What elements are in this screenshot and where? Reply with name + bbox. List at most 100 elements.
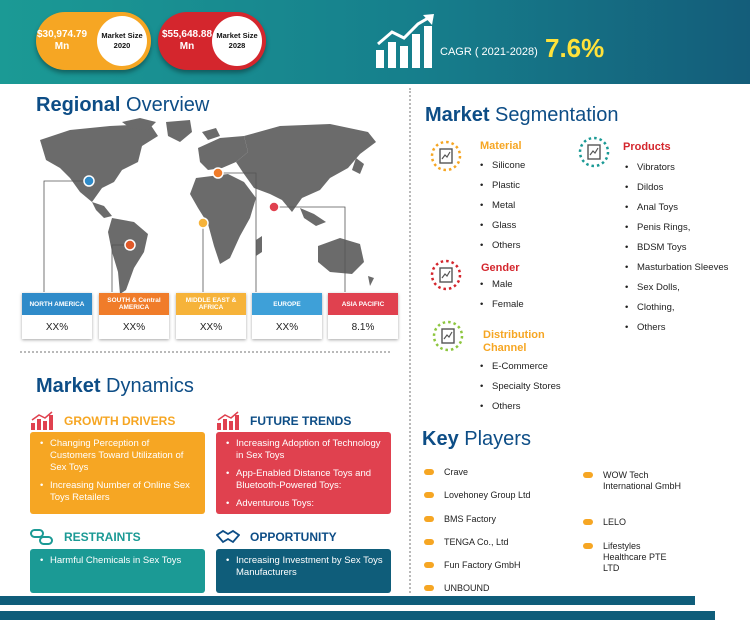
key-player: TENGA Co., Ltd: [424, 537, 509, 548]
restraints-box: Harmful Chemicals in Sex Toys: [30, 549, 205, 593]
section-divider: [20, 351, 390, 353]
cagr-value: 7.6%: [545, 33, 605, 63]
key-player: WOW Tech International GmbH: [583, 470, 683, 492]
key-player: Crave: [424, 467, 468, 478]
handshake-icon: [216, 529, 240, 544]
growth-drivers-heading: GROWTH DRIVERS: [30, 411, 175, 431]
material-icon: [430, 140, 462, 172]
region-value: XX%: [275, 321, 299, 333]
future-trend-item: Increasing Adoption of Technology in Sex…: [226, 438, 383, 462]
bullet-icon: [424, 469, 434, 475]
gender-icon: [430, 259, 462, 291]
material-list: Silicone Plastic Metal Glass Others: [480, 156, 525, 256]
opportunity-heading: OPPORTUNITY: [216, 527, 337, 547]
key-player: UNBOUND: [424, 583, 490, 594]
region-value: 8.1%: [351, 321, 375, 333]
growth-drivers-box: Changing Perception of Customers Toward …: [30, 432, 205, 514]
future-trend-item: App-Enabled Distance Toys and Bluetooth-…: [226, 468, 383, 492]
future-trend-item: Adventurous Toys:: [226, 498, 383, 510]
product-item: Masturbation Sleeves: [625, 258, 728, 278]
market-size-2020-value: $30,974.79 Mn: [36, 29, 88, 52]
distribution-item: Others: [480, 397, 561, 417]
distribution-channel-heading: Distribution Channel: [483, 329, 545, 354]
market-dynamics-title: Market Dynamics: [36, 375, 194, 397]
material-item: Plastic: [480, 176, 525, 196]
region-name: NORTH AMERICA: [22, 293, 92, 315]
restraints-heading: RESTRAINTS: [30, 527, 141, 547]
bullet-icon: [424, 585, 434, 591]
region-name: ASIA PACIFIC: [328, 293, 398, 315]
restraint-item: Harmful Chemicals in Sex Toys: [40, 555, 197, 567]
distribution-item: E-Commerce: [480, 357, 561, 377]
gender-list: Male Female: [480, 275, 524, 315]
market-size-2028-label: Market Size 2028: [212, 16, 262, 66]
product-item: Penis Rings,: [625, 218, 728, 238]
material-item: Others: [480, 236, 525, 256]
region-middle-east-africa: MIDDLE EAST & AFRICA XX%: [176, 293, 246, 339]
cagr-label: CAGR ( 2021-2028): [440, 46, 538, 58]
market-size-2020-pill: $30,974.79 Mn Market Size 2020: [36, 12, 151, 70]
growth-driver-item: Increasing Number of Online Sex Toys Ret…: [40, 480, 197, 504]
region-value: XX%: [199, 321, 223, 333]
region-name: MIDDLE EAST & AFRICA: [176, 293, 246, 315]
product-item: Others: [625, 318, 728, 338]
product-item: Sex Dolls,: [625, 278, 728, 298]
product-item: BDSM Toys: [625, 238, 728, 258]
product-item: Clothing,: [625, 298, 728, 318]
region-north-america: NORTH AMERICA XX%: [22, 293, 92, 339]
key-player: LELO: [583, 517, 626, 528]
world-map: [40, 118, 376, 294]
chain-link-icon: [30, 529, 53, 545]
product-item: Anal Toys: [625, 198, 728, 218]
products-heading: Products: [623, 141, 671, 153]
region-name: SOUTH & Central AMERICA: [99, 293, 169, 315]
material-item: Silicone: [480, 156, 525, 176]
top-banner: $30,974.79 Mn Market Size 2020 $55,648.8…: [0, 0, 750, 84]
trend-chart-icon: [217, 411, 239, 430]
key-player: Lifestyles Healthcare PTE LTD: [583, 541, 683, 574]
product-item: Dildos: [625, 178, 728, 198]
region-value: XX%: [122, 321, 146, 333]
material-item: Metal: [480, 196, 525, 216]
region-name: EUROPE: [252, 293, 322, 315]
bullet-icon: [424, 516, 434, 522]
opportunity-box: Increasing Investment by Sex Toys Manufa…: [216, 549, 391, 593]
bullet-icon: [424, 492, 434, 498]
future-trends-heading: FUTURE TRENDS: [216, 411, 351, 431]
market-size-2028-pill: $55,648.88 Mn Market Size 2028: [158, 12, 266, 70]
products-icon: [578, 136, 610, 168]
footer-bar: [0, 596, 695, 605]
region-south-central-america: SOUTH & Central AMERICA XX%: [99, 293, 169, 339]
distribution-channel-icon: [432, 320, 464, 352]
bullet-icon: [583, 472, 593, 478]
key-player: BMS Factory: [424, 514, 496, 525]
gender-item: Female: [480, 295, 524, 315]
market-size-2020-label: Market Size 2020: [97, 16, 147, 66]
products-list: Vibrators Dildos Anal Toys Penis Rings, …: [625, 158, 728, 338]
gender-item: Male: [480, 275, 524, 295]
future-trends-box: Increasing Adoption of Technology in Sex…: [216, 432, 391, 514]
gender-heading: Gender: [481, 262, 520, 274]
column-divider: [409, 88, 411, 593]
growth-chart-icon: [376, 14, 434, 68]
bullet-icon: [424, 562, 434, 568]
product-item: Vibrators: [625, 158, 728, 178]
key-player: Fun Factory GmbH: [424, 560, 521, 571]
bullet-icon: [583, 519, 593, 525]
distribution-list: E-Commerce Specialty Stores Others: [480, 357, 561, 417]
growth-driver-item: Changing Perception of Customers Toward …: [40, 438, 197, 474]
material-item: Glass: [480, 216, 525, 236]
market-size-2028-value: $55,648.88 Mn: [161, 29, 213, 52]
material-heading: Material: [480, 140, 522, 152]
regional-overview-title: Regional Overview: [36, 94, 210, 116]
key-player: Lovehoney Group Ltd: [424, 490, 531, 501]
key-players-title: Key Players: [422, 428, 531, 450]
opportunity-item: Increasing Investment by Sex Toys Manufa…: [226, 555, 383, 579]
bullet-icon: [424, 539, 434, 545]
region-asia-pacific: ASIA PACIFIC 8.1%: [328, 293, 398, 339]
distribution-item: Specialty Stores: [480, 377, 561, 397]
bar-chart-icon: [31, 411, 53, 430]
region-value: XX%: [45, 321, 69, 333]
bullet-icon: [583, 543, 593, 549]
region-europe: EUROPE XX%: [252, 293, 322, 339]
